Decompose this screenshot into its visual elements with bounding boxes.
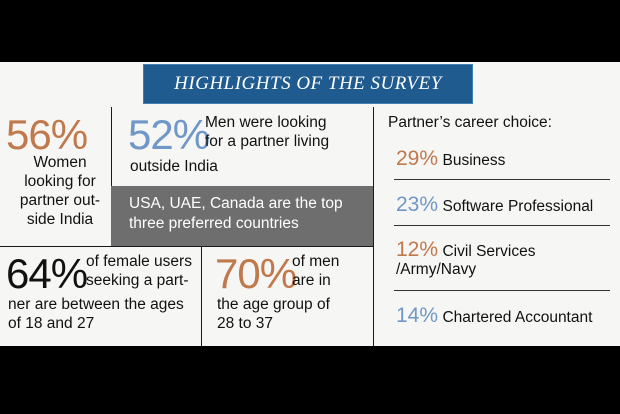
- divider-right: [373, 107, 374, 346]
- stat1-line: side India: [26, 211, 94, 228]
- countries-line: USA, UAE, Canada are the top: [129, 195, 343, 212]
- stat3-text-a: of female users seeking a part-: [86, 252, 192, 290]
- stat2-text-b: outside India: [130, 157, 218, 176]
- stat2-percent: 52%: [128, 111, 210, 158]
- stat1-line: looking for: [24, 173, 96, 190]
- stat4-text-b: the age group of 28 to 37: [217, 295, 330, 333]
- career-heading: Partner’s career choice:: [388, 114, 552, 131]
- countries-box: USA, UAE, Canada are the top three prefe…: [111, 186, 373, 246]
- stat2-line: Men were looking: [205, 114, 327, 131]
- stat1-line: partner out-: [19, 192, 101, 209]
- career-pct: 29%: [396, 147, 439, 170]
- career-divider: [394, 179, 610, 180]
- career-label: Chartered Accountant: [442, 309, 593, 326]
- stat3-line: of female users: [86, 253, 192, 270]
- divider-left: [111, 107, 112, 247]
- stat1-line: Women: [33, 154, 87, 171]
- career-pct: 14%: [396, 304, 439, 327]
- career-divider: [394, 290, 610, 291]
- stat3-line: seeking a part-: [86, 272, 189, 289]
- career-item: 14% Chartered Accountant: [396, 305, 592, 327]
- stat4-line: of men: [292, 253, 340, 270]
- career-label-2: /Army/Navy: [396, 261, 477, 278]
- divider-bottom: [201, 246, 202, 346]
- stat4-line: the age group of: [217, 296, 330, 313]
- stat4-text-a: of men are in: [292, 252, 339, 290]
- career-item: 29% Business: [396, 148, 505, 170]
- stat3-line: of 18 and 27: [8, 315, 95, 332]
- stat4-percent: 70%: [215, 250, 297, 297]
- divider-middle: [0, 246, 373, 247]
- career-label: Civil Services: [442, 243, 536, 260]
- career-divider: [394, 225, 610, 226]
- title-banner: HIGHLIGHTS OF THE SURVEY: [143, 64, 473, 104]
- stat2-line: for a partner living: [205, 133, 330, 150]
- career-item: 12% Civil Services /Army/Navy: [396, 239, 536, 279]
- stat3-text-b: ner are between the ages of 18 and 27: [8, 295, 184, 333]
- career-label: Software Professional: [442, 198, 594, 215]
- survey-panel: HIGHLIGHTS OF THE SURVEY 56% Women looki…: [0, 62, 620, 346]
- career-pct: 12%: [396, 238, 439, 261]
- stat4-line: are in: [292, 272, 331, 289]
- stat4-line: 28 to 37: [217, 315, 274, 332]
- countries-line: three preferred countries: [129, 215, 299, 232]
- countries-text: USA, UAE, Canada are the top three prefe…: [129, 194, 343, 234]
- stat3-line: ner are between the ages: [8, 296, 184, 313]
- stat2-line: outside India: [130, 158, 218, 175]
- stat1-text: Women looking for partner out- side Indi…: [12, 153, 108, 229]
- career-label: Business: [442, 152, 506, 169]
- career-item: 23% Software Professional: [396, 194, 593, 216]
- title-text: HIGHLIGHTS OF THE SURVEY: [174, 73, 442, 94]
- career-pct: 23%: [396, 193, 439, 216]
- stat3-percent: 64%: [6, 250, 88, 297]
- stat1-percent: 56%: [6, 111, 88, 158]
- stat2-text-a: Men were looking for a partner living: [205, 113, 329, 151]
